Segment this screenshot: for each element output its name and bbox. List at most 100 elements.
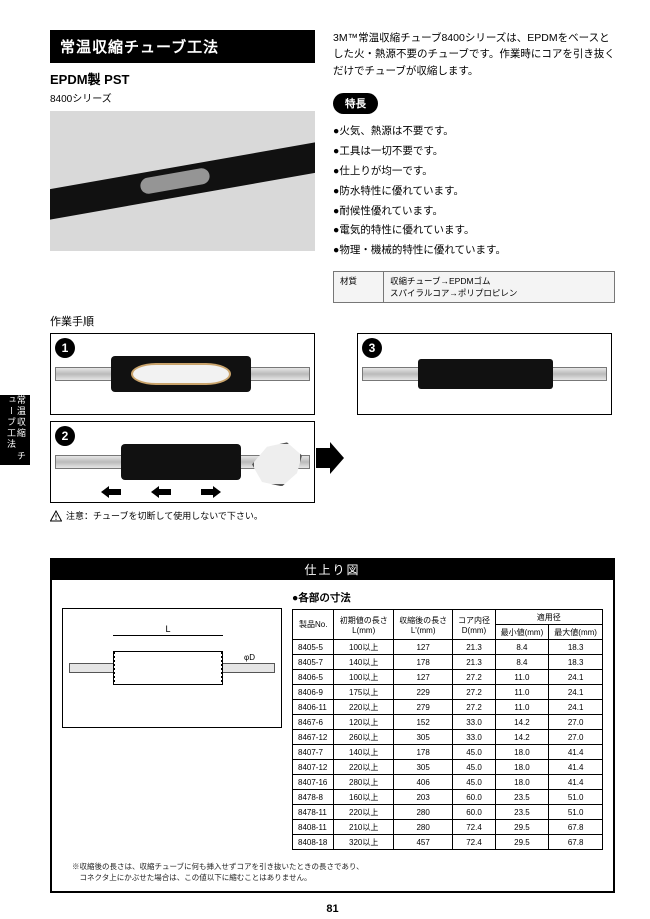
table-cell: 23.5 <box>495 790 549 805</box>
dimension-D: φD <box>244 653 255 662</box>
table-cell: 100以上 <box>334 670 393 685</box>
table-cell: 41.4 <box>549 775 603 790</box>
table-cell: 18.3 <box>549 640 603 655</box>
intro-text: 3M™常温収縮チューブ8400シリーズは、EPDMをベースとした火・熱源不要のチ… <box>333 30 615 79</box>
table-cell: 280 <box>393 820 452 835</box>
spec-tbody: 8405-5100以上12721.38.418.38405-7140以上1782… <box>293 640 603 850</box>
col-range: 適用径 <box>495 610 602 625</box>
table-cell: 41.4 <box>549 745 603 760</box>
table-row: 8407-7140以上17845.018.041.4 <box>293 745 603 760</box>
spec-thead: 製品No. 初期値の長さ L(mm) 収縮後の長さ L'(mm) コア内径 D(… <box>293 610 603 640</box>
table-cell: 72.4 <box>453 820 495 835</box>
table-cell: 8407-16 <box>293 775 334 790</box>
table-cell: 18.0 <box>495 760 549 775</box>
warning-text: 注意：チューブを切断して使用しないで下さい。 <box>66 509 263 522</box>
table-cell: 8.4 <box>495 640 549 655</box>
table-cell: 406 <box>393 775 452 790</box>
table-cell: 11.0 <box>495 685 549 700</box>
table-row: 8405-5100以上12721.38.418.3 <box>293 640 603 655</box>
step-2: 2 <box>50 421 315 503</box>
table-row: 8408-18320以上45772.429.567.8 <box>293 835 603 850</box>
table-row: 8406-11220以上27927.211.024.1 <box>293 700 603 715</box>
table-cell: 27.2 <box>453 700 495 715</box>
table-cell: 24.1 <box>549 670 603 685</box>
step3-sleeve <box>418 359 553 389</box>
table-cell: 11.0 <box>495 670 549 685</box>
table-cell: 45.0 <box>453 760 495 775</box>
material-value: 収縮チューブ→EPDMゴム スパイラルコア→ポリプロピレン <box>384 272 615 303</box>
table-cell: 27.2 <box>453 685 495 700</box>
table-cell: 8406-5 <box>293 670 334 685</box>
table-cell: 279 <box>393 700 452 715</box>
finish-section: 仕上り図 L φD ●各部の寸法 製品No. 初期値の長さ L(mm) <box>50 558 615 893</box>
table-row: 8478-11220以上28060.023.551.0 <box>293 805 603 820</box>
table-cell: 8407-7 <box>293 745 334 760</box>
table-cell: 41.4 <box>549 760 603 775</box>
side-tab: 常温収縮 チューブ工法 <box>0 395 30 465</box>
table-cell: 305 <box>393 760 452 775</box>
dimension-L: L <box>113 635 223 636</box>
table-cell: 14.2 <box>495 730 549 745</box>
col-min: 最小値(mm) <box>495 625 549 640</box>
hero-image <box>50 111 315 251</box>
step-1: 1 <box>50 333 315 415</box>
table-cell: 67.8 <box>549 835 603 850</box>
top-columns: 常温収縮チューブ工法 EPDM製 PST 8400シリーズ 3M™常温収縮チュー… <box>50 30 615 303</box>
table-cell: 60.0 <box>453 805 495 820</box>
table-cell: 120以上 <box>334 715 393 730</box>
steps-row: 1 2 3 <box>50 333 615 503</box>
table-cell: 8478-11 <box>293 805 334 820</box>
table-cell: 29.5 <box>495 835 549 850</box>
table-cell: 72.4 <box>453 835 495 850</box>
page: 常温収縮 チューブ工法 常温収縮チューブ工法 EPDM製 PST 8400シリー… <box>0 0 650 919</box>
step-number-2: 2 <box>55 426 75 446</box>
table-cell: 11.0 <box>495 700 549 715</box>
table-cell: 24.1 <box>549 685 603 700</box>
steps-left: 1 2 <box>50 333 315 503</box>
table-cell: 260以上 <box>334 730 393 745</box>
big-arrow <box>315 333 345 503</box>
table-row: 8407-12220以上30545.018.041.4 <box>293 760 603 775</box>
table-cell: 8405-7 <box>293 655 334 670</box>
feature-item: ●火気、熱源は不要です。 <box>333 122 615 142</box>
table-cell: 27.0 <box>549 730 603 745</box>
table-cell: 8467-12 <box>293 730 334 745</box>
title-bar: 常温収縮チューブ工法 <box>50 30 315 63</box>
feature-item: ●耐候性優れています。 <box>333 202 615 222</box>
table-cell: 127 <box>393 670 452 685</box>
table-cell: 457 <box>393 835 452 850</box>
table-cell: 203 <box>393 790 452 805</box>
table-cell: 18.0 <box>495 775 549 790</box>
table-cell: 51.0 <box>549 805 603 820</box>
table-cell: 21.3 <box>453 655 495 670</box>
col-shrinkL: 収縮後の長さ L'(mm) <box>393 610 452 640</box>
table-cell: 24.1 <box>549 700 603 715</box>
table-cell: 178 <box>393 655 452 670</box>
table-cell: 18.0 <box>495 745 549 760</box>
table-cell: 152 <box>393 715 452 730</box>
warning-icon <box>50 510 62 522</box>
table-cell: 8407-12 <box>293 760 334 775</box>
table-row: 8406-5100以上12727.211.024.1 <box>293 670 603 685</box>
table-cell: 160以上 <box>334 790 393 805</box>
table-cell: 8408-18 <box>293 835 334 850</box>
table-cell: 320以上 <box>334 835 393 850</box>
table-cell: 8406-11 <box>293 700 334 715</box>
col-coreD: コア内径 D(mm) <box>453 610 495 640</box>
step1-cutaway <box>131 363 231 385</box>
table-cell: 14.2 <box>495 715 549 730</box>
arrow-icon <box>151 486 171 498</box>
footnote: ※収縮後の長さは、収縮チューブに何も挿入せずコアを引き抜いたときの長さであり、 … <box>72 862 603 883</box>
features-list: ●火気、熱源は不要です。●工具は一切不要です。●仕上りが均一です。●防水特性に優… <box>333 122 615 262</box>
table-cell: 140以上 <box>334 655 393 670</box>
col-max: 最大値(mm) <box>549 625 603 640</box>
table-cell: 33.0 <box>453 715 495 730</box>
table-cell: 8408-11 <box>293 820 334 835</box>
finish-diagram-col: L φD <box>62 590 282 850</box>
table-cell: 27.2 <box>453 670 495 685</box>
dims-title: ●各部の寸法 <box>292 590 603 605</box>
page-number: 81 <box>50 903 615 915</box>
table-cell: 33.0 <box>453 730 495 745</box>
table-row: 8467-6120以上15233.014.227.0 <box>293 715 603 730</box>
table-cell: 67.8 <box>549 820 603 835</box>
